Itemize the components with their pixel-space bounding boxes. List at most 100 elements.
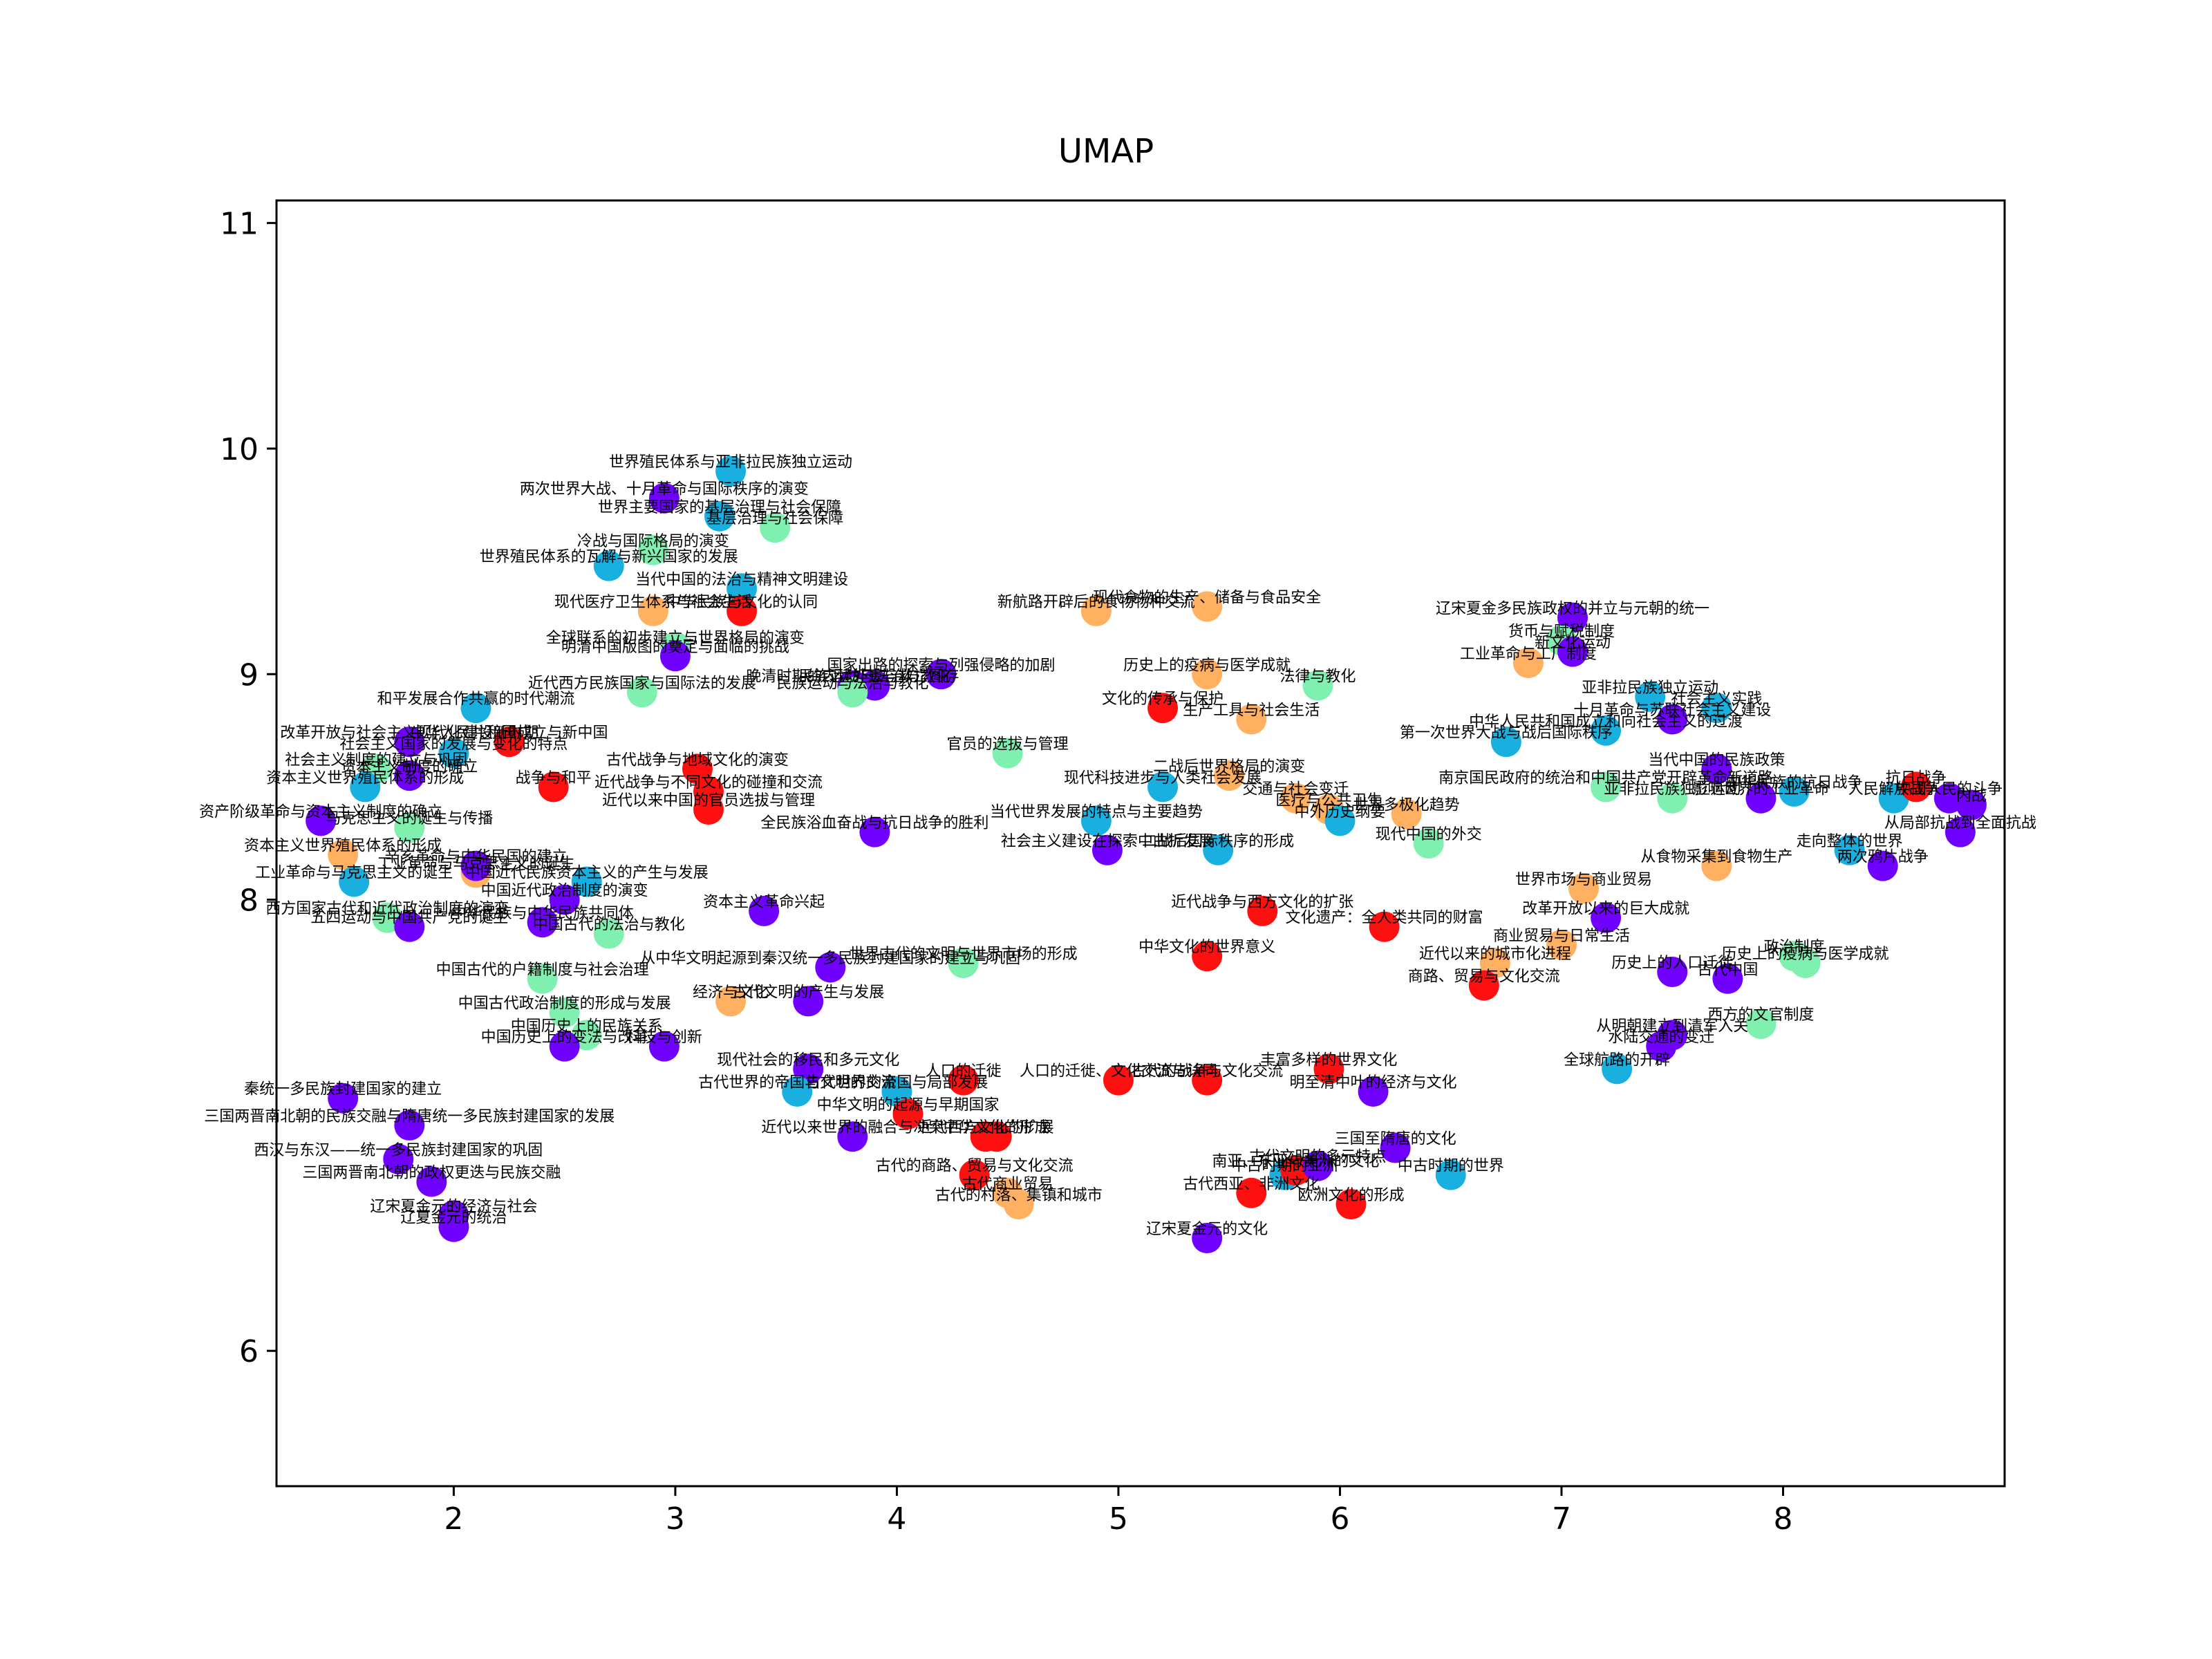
scatter-point — [1602, 1053, 1633, 1085]
plot-frame — [275, 199, 2006, 1488]
scatter-point — [1192, 659, 1223, 690]
x-tick-label: 5 — [1109, 1501, 1128, 1537]
point-label: 中国古代的户籍制度与社会治理 — [436, 962, 649, 979]
point-label: 二战后世界格局的演变 — [1153, 758, 1305, 776]
point-label: 现代医疗卫生体系与社会生活 — [554, 594, 752, 611]
point-label: 近代西方民族国家与国际法的发展 — [528, 675, 756, 692]
scatter-point — [892, 1098, 924, 1130]
scatter-point — [460, 693, 491, 724]
point-label: 人口的迁徙 — [926, 1063, 1002, 1080]
scatter-point — [1956, 789, 1987, 821]
scatter-point — [1657, 957, 1688, 987]
point-label: 资本主义世界殖民体系的形成 — [266, 769, 464, 787]
scatter-point — [1479, 947, 1510, 978]
scatter-point — [1745, 782, 1777, 814]
scatter-point — [460, 850, 491, 881]
point-label: 工业革命与工厂制度 — [1460, 646, 1597, 663]
point-label: 辽宋夏金元的经济与社会 — [370, 1198, 537, 1215]
y-tick-label: 8 — [239, 883, 259, 919]
point-label: 现代社会的移民和多元文化 — [717, 1051, 899, 1069]
point-label: 中国近代民族资本主义的产生与发展 — [465, 864, 709, 881]
scatter-point — [394, 911, 425, 942]
point-label: 秦统一多民族封建国家的建立 — [244, 1081, 442, 1098]
scatter-point — [1358, 1076, 1389, 1107]
scatter-point — [1635, 681, 1666, 712]
scatter-point — [1236, 1177, 1267, 1208]
point-labels: 世界殖民体系与亚非拉民族独立运动两次世界大战、十月革命与国际秩序的演变基层治理与… — [199, 454, 2036, 1238]
point-label: 二战后国际秩序的形成 — [1142, 833, 1294, 850]
y-tick-label: 9 — [239, 657, 259, 693]
point-label: 亚非拉民族独立运动 — [1582, 679, 1718, 697]
scatter-point — [350, 771, 381, 803]
point-label: 古代商业贸易 — [962, 1176, 1053, 1193]
point-label: 社会主义制度的建立与巩固 — [285, 751, 467, 769]
point-label: 世界殖民体系的瓦解与新兴国家的发展 — [480, 549, 738, 566]
scatter-point — [793, 986, 824, 1017]
point-label: 近代以来中国的官员选拔与管理 — [602, 792, 815, 809]
point-label: 辛亥革命与中华民国的建立 — [384, 849, 567, 866]
scatter-point — [1192, 941, 1223, 972]
point-label: 中华民族与文化的认同 — [666, 594, 818, 611]
point-label: 古代文明的多元特点 — [1249, 1149, 1386, 1166]
point-label: 南京国民政府的统治和中国共产党开辟革命新道路 — [1438, 769, 1773, 787]
point-label: 中华文明的起源与早期国家 — [816, 1097, 999, 1114]
scatter-point — [571, 866, 602, 897]
scatter-point — [715, 986, 747, 1017]
point-label: 西汉与东汉——统一多民族封建国家的巩固 — [254, 1142, 543, 1159]
point-label: 内战 — [1956, 788, 1987, 805]
point-label: 世界古代的文明与世界市场的形成 — [850, 946, 1078, 963]
scatter-point — [959, 1159, 990, 1190]
scatter-point — [659, 641, 691, 672]
scatter-point — [328, 839, 359, 870]
scatter-point — [1745, 1009, 1777, 1040]
scatter-point — [648, 482, 679, 514]
scatter-point — [782, 1076, 813, 1107]
point-label: 改革开放以来的巨大成就 — [1522, 901, 1689, 918]
point-label: 历史上的疫病与医学成就 — [1722, 946, 1889, 963]
point-label: 近代以来世界的融合与冲突 — [761, 1119, 944, 1136]
scatter-point — [494, 727, 525, 758]
point-label: 中华文化的世界意义 — [1138, 939, 1275, 956]
point-label: 生产工具与社会生活 — [1183, 702, 1320, 720]
point-label: 晚清时期的内忧外患与救亡图存 — [746, 668, 959, 686]
scatter-point — [1203, 834, 1234, 865]
point-label: 近代以来的城市化进程 — [1419, 946, 1571, 963]
scatter-point — [394, 727, 425, 758]
point-label: 十月革命与苏联社会主义建设 — [1573, 702, 1771, 720]
point-label: 国家出路的探索与列强侵略的加剧 — [827, 657, 1056, 674]
scatter-point — [394, 1109, 425, 1141]
point-label: 古代的战争与文化交流 — [1131, 1063, 1283, 1080]
point-label: 古代世界的帝国与局部发展 — [805, 1074, 988, 1091]
y-axis: 6 8 9 10 11 — [220, 207, 276, 1369]
point-label: 辽夏金元的统治 — [400, 1210, 507, 1227]
scatter-point — [394, 812, 425, 843]
point-label: 从中华文明起源到秦汉统一多民族封建国家的建立与巩固 — [640, 950, 1020, 967]
scatter-point — [626, 677, 657, 708]
scatter-point — [1557, 602, 1588, 633]
scatter-point — [1147, 693, 1179, 724]
point-label: 水陆交通的变迁 — [1608, 1029, 1714, 1047]
scatter-point — [1779, 941, 1810, 972]
point-label: 第一次世界大战与战后国际秩序 — [1400, 724, 1613, 742]
scatter-point — [438, 738, 469, 769]
scatter-point — [992, 1177, 1023, 1208]
scatter-point — [1701, 693, 1732, 724]
scatter-point — [1103, 1065, 1134, 1096]
scatter-point — [859, 816, 890, 847]
scatter-point — [1512, 647, 1544, 678]
scatter-point — [1701, 850, 1732, 881]
point-label: 商业贸易与日常生活 — [1493, 928, 1630, 945]
point-label: 工业革命与马克思主义的诞生 — [255, 864, 453, 881]
point-label: 人民解放战争 — [1848, 781, 1940, 798]
scatter-point — [549, 884, 580, 915]
scatter-point — [749, 895, 780, 926]
point-label: 货币与赋税制度 — [1508, 623, 1615, 640]
point-label: 明清中国版图的奠定与面临的挑战 — [561, 639, 789, 656]
scatter-point — [793, 1053, 824, 1085]
point-label: 中古时期的亚洲 — [1231, 1158, 1338, 1175]
scatter-point — [693, 794, 724, 825]
point-label: 两次鸦片战争 — [1837, 849, 1929, 866]
scatter-point — [1546, 929, 1577, 960]
scatter-point — [527, 907, 558, 938]
point-label: 新航路开辟后的食物物种交流 — [997, 594, 1195, 611]
